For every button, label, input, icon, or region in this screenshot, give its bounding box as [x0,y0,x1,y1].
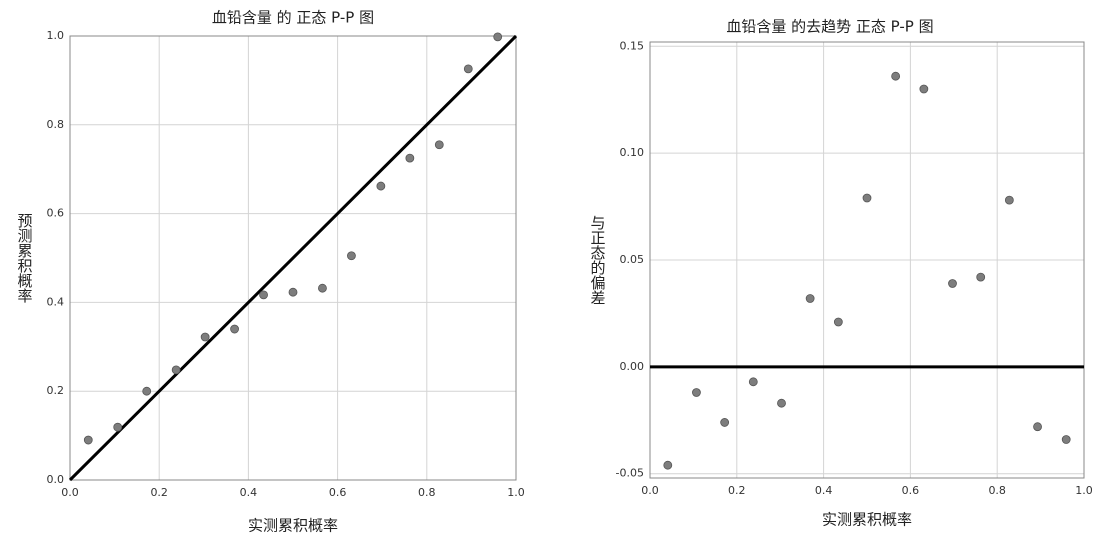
x-tick-label: 0.6 [329,486,347,499]
point [434,140,444,150]
plot-frame [69,35,517,481]
point [805,294,815,303]
point [142,386,152,396]
x-tick-label: 1.0 [1075,484,1093,497]
x-tick-label: 0.8 [418,486,436,499]
y-tick-label: 0.0 [47,473,65,486]
y-tick-label: 0.05 [620,253,645,266]
point [1061,435,1071,444]
point [833,317,843,327]
x-axis-label: 实测累积概率 [248,517,338,535]
x-tick-label: 0.0 [641,484,659,497]
point [720,418,730,427]
x-tick-label: 0.4 [240,486,258,499]
point [1004,195,1014,205]
x-tick-label: 0.2 [150,486,168,499]
point [692,388,701,397]
point [493,32,503,42]
y-tick-label: 1.0 [47,29,65,42]
x-tick-label: 1.0 [507,486,525,499]
y-tick-label: -0.05 [616,467,644,480]
point [259,290,268,300]
point [663,460,673,470]
point [171,365,181,375]
y-tick-label: 0.8 [47,118,65,131]
point [862,193,872,203]
x-axis-label: 实测累积概率 [822,511,912,529]
y-tick-label: 0.2 [47,384,65,397]
point [288,287,298,297]
y-tick-label: 0.00 [620,360,645,373]
point [230,324,239,334]
point [463,64,473,74]
chart-title: 血铅含量 的去趋势 正态 P-P 图 [726,18,933,36]
x-tick-label: 0.8 [988,484,1006,497]
y-tick-label: 0.10 [620,146,645,159]
point [113,422,123,432]
x-tick-label: 0.4 [815,484,833,497]
x-tick-label: 0.6 [902,484,920,497]
chart-title: 血铅含量 的 正态 P-P 图 [212,9,374,27]
point [919,84,929,94]
x-tick-label: 0.0 [61,486,79,499]
y-axis-label: 与正态的偏差 [589,215,607,305]
point [891,71,901,81]
reference-line [68,34,518,482]
x-tick-label: 0.2 [728,484,746,497]
point [405,153,415,163]
y-tick-label: 0.4 [47,295,65,308]
point [83,435,93,445]
y-tick-label: 0.15 [620,39,645,52]
point [200,332,210,342]
point [376,181,386,191]
point [777,398,786,408]
point [1033,422,1042,432]
point [748,377,758,387]
point [347,251,356,261]
point [976,272,986,282]
point [318,283,327,293]
y-axis-label: 预测累积概率 [16,213,34,303]
point [948,279,957,288]
y-tick-label: 0.6 [47,207,65,220]
plot-frame [649,41,1085,479]
